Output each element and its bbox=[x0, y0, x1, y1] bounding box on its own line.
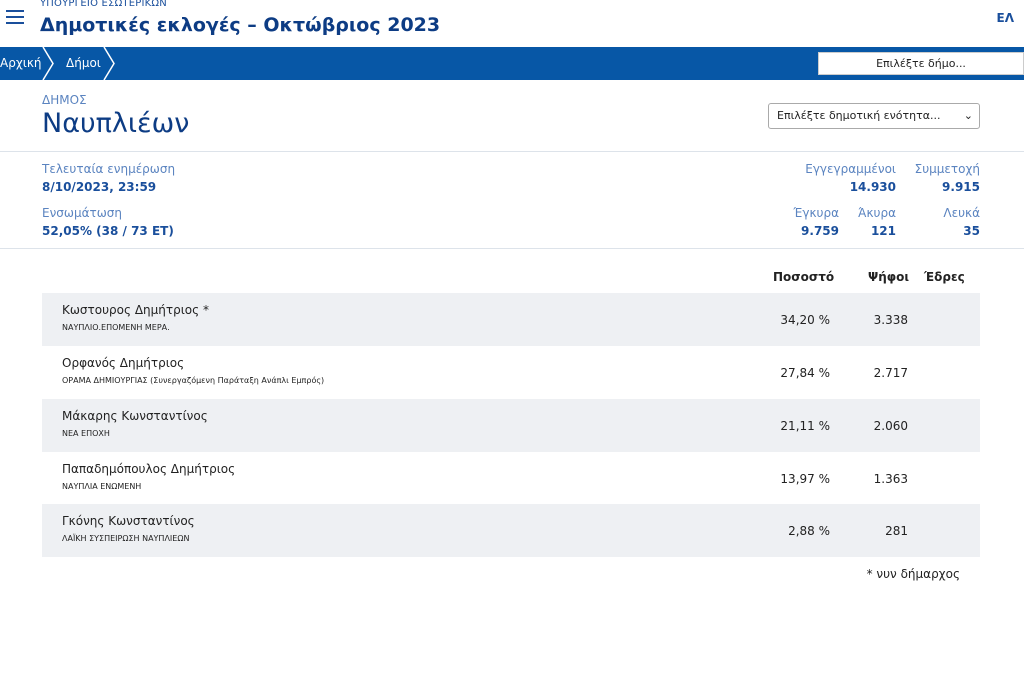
integration-label: Ενσωμάτωση bbox=[42, 206, 122, 220]
registered-label: Εγγεγραμμένοι bbox=[805, 162, 896, 176]
chevron-down-icon: ⌄ bbox=[963, 109, 973, 122]
candidate-name: Μάκαρης Κωνσταντίνος bbox=[62, 409, 208, 423]
candidate-votes: 3.338 bbox=[873, 313, 908, 327]
valid-value: 9.759 bbox=[801, 224, 839, 238]
breadcrumb-separator-icon bbox=[103, 47, 115, 80]
breadcrumb-municipalities[interactable]: Δήμοι bbox=[66, 56, 101, 70]
candidate-votes: 281 bbox=[885, 524, 908, 538]
candidate-name: Ορφανός Δημήτριος bbox=[62, 356, 185, 370]
party-name: ΝΕΑ ΕΠΟΧΗ bbox=[62, 429, 110, 438]
invalid-value: 121 bbox=[870, 224, 896, 238]
table-row: Μάκαρης Κωνσταντίνος ΝΕΑ ΕΠΟΧΗ 21,11 % 2… bbox=[42, 399, 980, 452]
party-name: ΝΑΥΠΛΙΑ ΕΝΩΜΕΝΗ bbox=[62, 482, 142, 491]
candidate-percentage: 13,97 % bbox=[780, 472, 830, 486]
table-row: Κωστουρος Δημήτριος * ΝΑΥΠΛΙΟ.ΕΠΟΜΕΝΗ ΜΕ… bbox=[42, 293, 980, 346]
valid-label: Έγκυρα bbox=[793, 206, 839, 220]
turnout-value: 9.915 bbox=[942, 180, 980, 194]
divider bbox=[0, 151, 1024, 152]
candidate-name: Παπαδημόπουλος Δημήτριος bbox=[62, 462, 236, 476]
candidate-name: Γκόνης Κωνσταντίνος bbox=[62, 514, 195, 528]
footnote: * νυν δήμαρχος bbox=[866, 567, 960, 581]
hamburger-menu-icon[interactable] bbox=[6, 10, 24, 24]
candidate-percentage: 34,20 % bbox=[780, 313, 830, 327]
invalid-label: Άκυρα bbox=[858, 206, 896, 220]
candidate-votes: 2.717 bbox=[873, 366, 908, 380]
page-header: ΥΠΟΥΡΓΕΙΟ ΕΣΩΤΕΡΙΚΩΝ Δημοτικές εκλογές –… bbox=[0, 0, 1024, 47]
municipality-label: ΔΗΜΟΣ bbox=[42, 93, 87, 107]
party-name: ΛΑΪΚΗ ΣΥΣΠΕΙΡΩΣΗ ΝΑΥΠΛΙΕΩΝ bbox=[62, 534, 190, 543]
turnout-label: Συμμετοχή bbox=[914, 162, 980, 176]
table-row: Γκόνης Κωνσταντίνος ΛΑΪΚΗ ΣΥΣΠΕΙΡΩΣΗ ΝΑΥ… bbox=[42, 504, 980, 557]
ministry-label: ΥΠΟΥΡΓΕΙΟ ΕΣΩΤΕΡΙΚΩΝ bbox=[40, 0, 167, 9]
party-name: ΝΑΥΠΛΙΟ.ΕΠΟΜΕΝΗ ΜΕΡΑ. bbox=[62, 323, 170, 332]
blank-value: 35 bbox=[963, 224, 980, 238]
municipality-name: Ναυπλιέων bbox=[42, 108, 190, 139]
municipal-unit-select[interactable]: Επιλέξτε δημοτική ενότητα... ⌄ bbox=[768, 103, 980, 129]
last-update-value: 8/10/2023, 23:59 bbox=[42, 180, 157, 194]
last-update-label: Τελευταία ενημέρωση bbox=[42, 162, 176, 176]
page-title: Δημοτικές εκλογές – Οκτώβριος 2023 bbox=[40, 14, 441, 36]
candidate-percentage: 21,11 % bbox=[780, 419, 830, 433]
breadcrumb-separator-icon bbox=[42, 47, 54, 80]
language-switch[interactable]: ΕΛ bbox=[996, 11, 1014, 25]
blank-label: Λευκά bbox=[943, 206, 980, 220]
candidate-percentage: 2,88 % bbox=[788, 524, 830, 538]
column-header-seats: Έδρες bbox=[924, 270, 965, 284]
column-header-percentage: Ποσοστό bbox=[773, 270, 835, 284]
party-name: ΟΡΑΜΑ ΔΗΜΙΟΥΡΓΙΑΣ (Συνεργαζόμενη Παράταξ… bbox=[62, 376, 325, 385]
municipality-select[interactable]: Επιλέξτε δήμο... bbox=[818, 52, 1024, 75]
breadcrumb-home[interactable]: Αρχική bbox=[0, 56, 42, 70]
candidate-votes: 1.363 bbox=[873, 472, 908, 486]
candidate-name: Κωστουρος Δημήτριος * bbox=[62, 303, 210, 317]
candidate-percentage: 27,84 % bbox=[780, 366, 830, 380]
table-row: Ορφανός Δημήτριος ΟΡΑΜΑ ΔΗΜΙΟΥΡΓΙΑΣ (Συν… bbox=[42, 346, 980, 399]
municipal-unit-select-value: Επιλέξτε δημοτική ενότητα... bbox=[777, 109, 941, 122]
registered-value: 14.930 bbox=[849, 180, 896, 194]
candidate-votes: 2.060 bbox=[873, 419, 908, 433]
column-header-votes: Ψήφοι bbox=[868, 270, 910, 284]
integration-value: 52,05% (38 / 73 ΕΤ) bbox=[42, 224, 174, 238]
divider bbox=[0, 248, 1024, 249]
table-row: Παπαδημόπουλος Δημήτριος ΝΑΥΠΛΙΑ ΕΝΩΜΕΝΗ… bbox=[42, 452, 980, 505]
